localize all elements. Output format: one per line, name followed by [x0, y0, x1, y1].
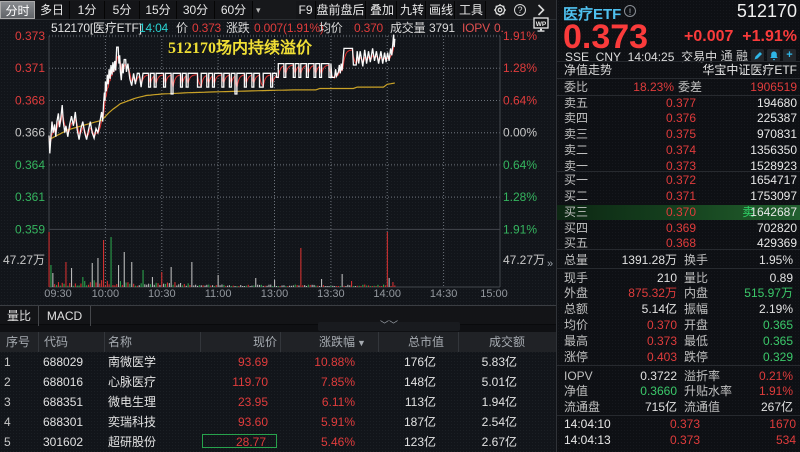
svg-text:13:00: 13:00	[261, 288, 289, 300]
svg-text:47.27万: 47.27万	[503, 253, 545, 267]
svg-text:09:30: 09:30	[44, 288, 72, 300]
svg-text:0.364: 0.364	[15, 158, 45, 172]
svg-text:1.28%: 1.28%	[503, 190, 537, 204]
svg-text:14:00: 14:00	[373, 288, 401, 300]
svg-text:1.91%: 1.91%	[503, 29, 537, 43]
svg-text:0.373: 0.373	[15, 29, 45, 43]
svg-text:WP: WP	[536, 21, 547, 28]
svg-text:512170场内持续溢价: 512170场内持续溢价	[168, 38, 313, 57]
svg-text:11:00: 11:00	[205, 288, 232, 300]
svg-text:0.371: 0.371	[15, 61, 45, 75]
svg-text:47.27万: 47.27万	[3, 253, 45, 267]
svg-text:0.359: 0.359	[15, 222, 45, 236]
svg-text:0.368: 0.368	[15, 94, 45, 108]
svg-text:1.28%: 1.28%	[503, 61, 537, 75]
svg-text:13:30: 13:30	[317, 288, 345, 300]
svg-text:10:30: 10:30	[148, 288, 176, 300]
svg-text:0.64%: 0.64%	[503, 158, 537, 172]
svg-text:0.64%: 0.64%	[503, 94, 537, 108]
svg-text:15:00: 15:00	[480, 288, 508, 300]
svg-text:14:30: 14:30	[430, 288, 458, 300]
svg-text:»: »	[547, 258, 553, 270]
svg-text:0.366: 0.366	[15, 126, 45, 140]
svg-text:10:00: 10:00	[92, 288, 120, 300]
svg-text:0.361: 0.361	[15, 190, 45, 204]
svg-text:1.91%: 1.91%	[503, 222, 537, 236]
svg-text:0.00%: 0.00%	[503, 126, 537, 140]
